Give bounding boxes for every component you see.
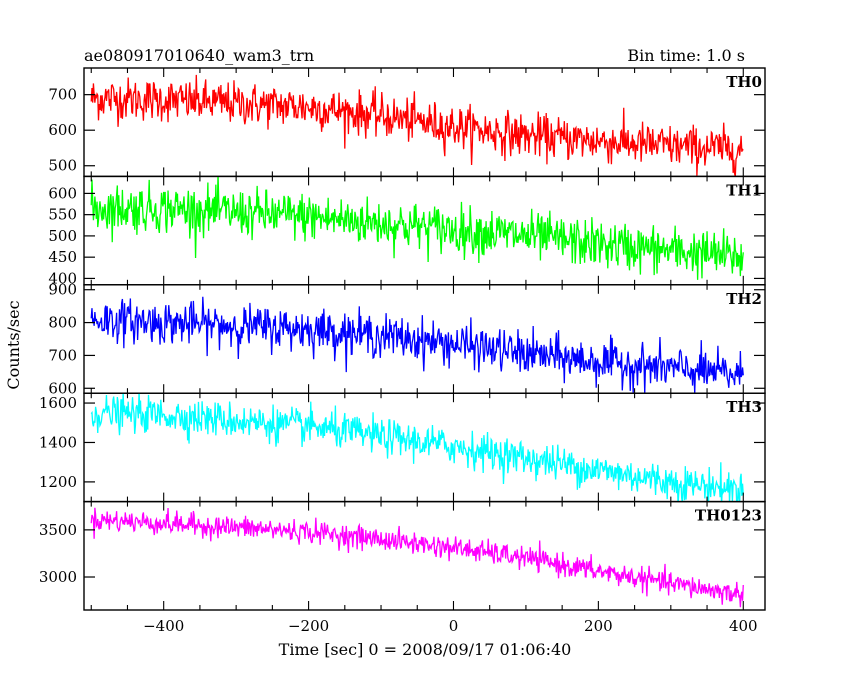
series-line-th2 bbox=[90, 296, 744, 394]
y-tick-label: 450 bbox=[48, 248, 77, 266]
y-tick-label: 1200 bbox=[39, 473, 77, 491]
panel-label: TH1 bbox=[726, 181, 762, 199]
y-tick-label: 1400 bbox=[39, 433, 77, 451]
y-tick-label: 500 bbox=[48, 157, 77, 175]
y-tick-label: 600 bbox=[48, 379, 77, 397]
x-tick-label: −200 bbox=[288, 617, 329, 635]
x-axis-label: Time [sec] 0 = 2008/09/17 01:06:40 bbox=[279, 640, 572, 659]
panel-frame bbox=[83, 500, 766, 611]
panel-label: TH2 bbox=[726, 290, 762, 308]
panels-group: 500 600 700 TH0 400 450 500 550 600 TH1 600 700 800 9… bbox=[39, 67, 766, 635]
y-tick-label: 600 bbox=[48, 184, 77, 202]
y-tick-label: 400 bbox=[48, 269, 77, 287]
series-line-th0 bbox=[90, 74, 744, 177]
y-tick-label: 800 bbox=[48, 314, 77, 332]
x-tick-label: 0 bbox=[449, 617, 459, 635]
panel-th1: 400 450 500 550 600 TH1 bbox=[48, 175, 766, 287]
panel-label: TH0123 bbox=[695, 507, 762, 525]
panel-th0: 500 600 700 TH0 bbox=[48, 67, 766, 178]
series-line-th3 bbox=[90, 393, 744, 502]
panel-th2: 600 700 800 900 TH2 bbox=[48, 281, 766, 397]
panel-frame bbox=[83, 175, 766, 286]
series-line-th0123 bbox=[90, 507, 744, 608]
y-tick-label: 3500 bbox=[39, 521, 77, 539]
y-tick-label: 700 bbox=[48, 346, 77, 364]
panel-th0123: 3000 3500 TH0123 bbox=[39, 500, 766, 611]
x-tick-label: 400 bbox=[729, 617, 758, 635]
y-tick-label: 3000 bbox=[39, 568, 77, 586]
y-axis-label: Counts/sec bbox=[4, 300, 23, 389]
y-tick-label: 550 bbox=[48, 206, 77, 224]
y-tick-label: 600 bbox=[48, 121, 77, 139]
x-tick-label: −400 bbox=[143, 617, 184, 635]
y-tick-label: 700 bbox=[48, 86, 77, 104]
y-tick-label: 900 bbox=[48, 281, 77, 299]
x-tick-label: 200 bbox=[584, 617, 613, 635]
bin-time-label: Bin time: 1.0 s bbox=[627, 46, 745, 65]
series-line-th1 bbox=[90, 176, 744, 280]
panel-th3: 1200 1400 1600 TH3 bbox=[39, 392, 766, 503]
y-tick-label: 500 bbox=[48, 227, 77, 245]
y-tick-label: 1600 bbox=[39, 394, 77, 412]
panel-label: TH3 bbox=[726, 398, 762, 416]
plot-title: ae080917010640_wam3_trn bbox=[84, 46, 314, 65]
panel-label: TH0 bbox=[726, 73, 762, 91]
